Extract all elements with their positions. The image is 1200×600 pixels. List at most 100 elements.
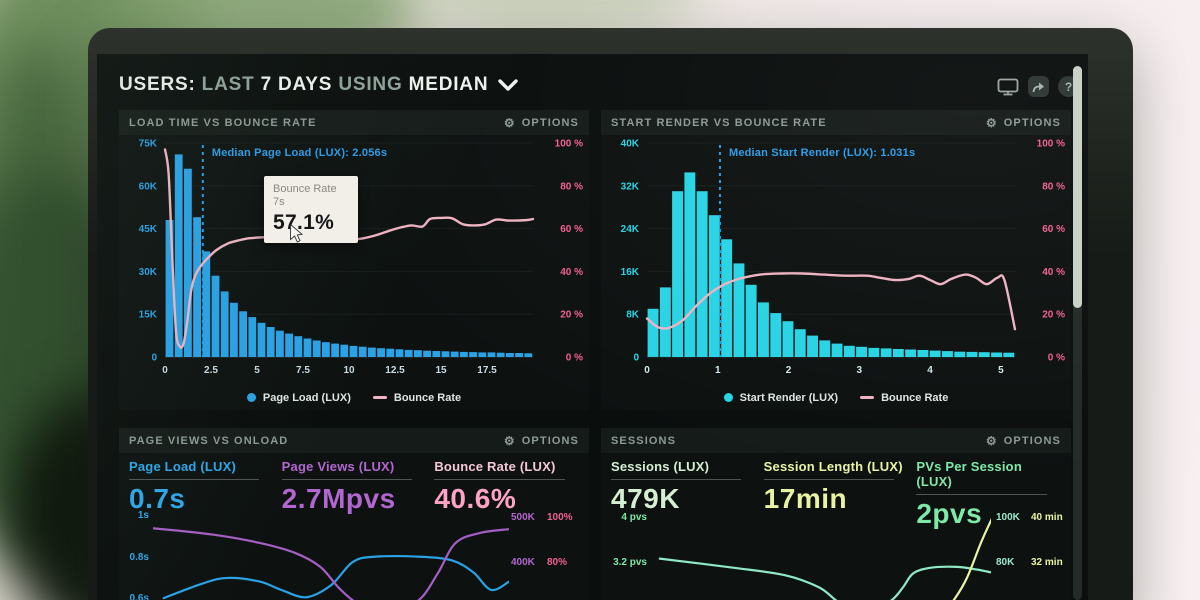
legend-line [372, 396, 387, 399]
svg-text:7.5: 7.5 [296, 365, 310, 376]
legend-dot [723, 393, 733, 402]
panel-title: START RENDER VS BOUNCE RATE [611, 116, 827, 129]
start-render-chart[interactable]: 40K 100 % 32K 80 % 24K 60 % 16K 40 % 8K 20 % 0 0 % 0… [601, 135, 1071, 385]
svg-text:16K: 16K [621, 267, 640, 278]
title-segment: 7 DAYS [254, 74, 333, 95]
svg-text:75K: 75K [139, 139, 158, 150]
metric-page-views: Page Views (LUX) 2.7Mpvs [281, 459, 427, 514]
options-button[interactable]: ⚙ OPTIONS [503, 115, 579, 130]
svg-text:0: 0 [633, 353, 639, 364]
metric-bounce-rate: Bounce Rate (LUX) 40.6% [434, 459, 579, 514]
legend-line [860, 396, 875, 399]
panel-header: PAGE VIEWS VS ONLOAD ⚙ OPTIONS [119, 428, 589, 453]
metric-sessions: Sessions (LUX) 479K [611, 459, 756, 529]
svg-text:2.5: 2.5 [204, 365, 218, 376]
options-button[interactable]: ⚙ OPTIONS [985, 115, 1061, 130]
svg-text:15: 15 [435, 365, 447, 376]
svg-text:5: 5 [254, 365, 260, 376]
svg-text:40 %: 40 % [560, 267, 583, 278]
metric-rule [434, 479, 565, 480]
load-time-chart[interactable]: 75K 100 % 60K 80 % 45K 60 % 30K 40 % 15K 20 % 0 0 %… [119, 135, 589, 385]
metric-page-load: Page Load (LUX) 0.7s [129, 459, 274, 514]
svg-text:20 %: 20 % [1042, 310, 1065, 321]
svg-text:20 %: 20 % [560, 310, 583, 321]
gear-icon: ⚙ [503, 433, 516, 448]
panel-title: LOAD TIME VS BOUNCE RATE [129, 116, 317, 129]
panel-title: PAGE VIEWS VS ONLOAD [129, 434, 289, 447]
scrollbar-thumb[interactable] [1073, 66, 1082, 308]
legend-item[interactable]: Start Render (LUX) [723, 392, 838, 404]
metric-row: Sessions (LUX) 479K Session Length (LUX)… [601, 453, 1071, 529]
gear-icon: ⚙ [985, 433, 998, 448]
panel-header: SESSIONS ⚙ OPTIONS [601, 428, 1071, 453]
title-segment: USING [332, 74, 403, 95]
page-views-sparkline[interactable] [153, 508, 509, 600]
svg-text:32K: 32K [621, 181, 640, 192]
window-actions: ? [997, 76, 1079, 97]
svg-text:100 %: 100 % [1037, 139, 1065, 150]
svg-text:0: 0 [151, 353, 157, 364]
svg-text:30K: 30K [139, 267, 158, 278]
svg-text:24K: 24K [621, 224, 640, 235]
svg-text:Median Page Load (LUX): 2.056s: Median Page Load (LUX): 2.056s [212, 147, 387, 159]
panel-header: START RENDER VS BOUNCE RATE ⚙ OPTIONS [601, 110, 1071, 135]
svg-text:2: 2 [786, 365, 792, 376]
svg-text:100 %: 100 % [555, 139, 583, 150]
metric-rule [763, 479, 894, 480]
title-segment: MEDIAN [402, 74, 489, 95]
mini-chart-area: 1s 0.8s 0.6s 500K 100% 400K 80% [119, 508, 589, 600]
svg-text:10: 10 [343, 365, 355, 376]
metric-row: Page Load (LUX) 0.7s Page Views (LUX) 2.… [119, 453, 589, 514]
svg-text:0 %: 0 % [566, 353, 583, 364]
svg-text:45K: 45K [139, 224, 158, 235]
share-icon[interactable] [1028, 76, 1049, 97]
metric-session-length: Session Length (LUX) 17min [763, 459, 903, 514]
display-icon[interactable] [997, 78, 1019, 96]
panel-load-time: LOAD TIME VS BOUNCE RATE ⚙ OPTIONS 75K 10… [119, 110, 589, 410]
svg-text:Median Start Render (LUX): 1.0: Median Start Render (LUX): 1.031s [729, 147, 915, 159]
gear-icon: ⚙ [503, 115, 516, 130]
svg-text:4: 4 [927, 365, 933, 376]
panel-title: SESSIONS [611, 434, 677, 447]
chart-legend: Page Load (LUX) Bounce Rate [119, 385, 589, 410]
scrollbar[interactable] [1073, 66, 1082, 600]
svg-text:12.5: 12.5 [385, 365, 405, 376]
timeframe-selector[interactable]: USERS: LAST 7 DAYS USING MEDIAN [119, 74, 519, 96]
svg-text:60 %: 60 % [1042, 224, 1065, 235]
chevron-down-icon[interactable] [498, 78, 519, 92]
svg-text:15K: 15K [139, 310, 158, 321]
svg-text:0: 0 [162, 365, 168, 376]
title-segment: USERS: [119, 74, 196, 95]
options-button[interactable]: ⚙ OPTIONS [985, 433, 1061, 448]
svg-text:1: 1 [715, 365, 721, 376]
metric-rule [129, 479, 260, 480]
legend-item[interactable]: Page Load (LUX) [246, 392, 351, 404]
dashboard-grid: LOAD TIME VS BOUNCE RATE ⚙ OPTIONS 75K 10… [119, 110, 1071, 600]
svg-text:3: 3 [857, 365, 863, 376]
laptop-frame: USERS: LAST 7 DAYS USING MEDIAN ? [88, 28, 1133, 600]
svg-text:0: 0 [644, 365, 650, 376]
sessions-sparkline[interactable] [653, 508, 991, 600]
legend-item[interactable]: Bounce Rate [372, 392, 461, 404]
legend-dot [246, 393, 256, 402]
chart-legend: Start Render (LUX) Bounce Rate [601, 385, 1071, 410]
gear-icon: ⚙ [985, 115, 998, 130]
mini-chart-area: 4 pvs 3.2 pvs 100K 40 min 80K 32 min [601, 508, 1071, 600]
svg-text:60 %: 60 % [560, 224, 583, 235]
dashboard-screen: USERS: LAST 7 DAYS USING MEDIAN ? [97, 54, 1088, 600]
svg-text:8K: 8K [626, 310, 640, 321]
page-title: USERS: LAST 7 DAYS USING MEDIAN [119, 74, 488, 96]
panel-page-views: PAGE VIEWS VS ONLOAD ⚙ OPTIONS Page Load… [119, 428, 589, 600]
metric-rule [916, 494, 1047, 495]
title-segment: LAST [195, 74, 255, 95]
metric-pvs-per-session: PVs Per Session (LUX) 2pvs [916, 459, 1061, 529]
mouse-cursor-icon [290, 224, 304, 243]
svg-text:80 %: 80 % [1042, 181, 1065, 192]
svg-text:60K: 60K [139, 181, 158, 192]
svg-text:5: 5 [998, 365, 1004, 376]
metric-rule [611, 479, 742, 480]
chart-tooltip: Bounce Rate 7s 57.1% [264, 176, 358, 243]
options-button[interactable]: ⚙ OPTIONS [503, 433, 579, 448]
svg-text:40K: 40K [621, 139, 640, 150]
legend-item[interactable]: Bounce Rate [860, 392, 948, 404]
